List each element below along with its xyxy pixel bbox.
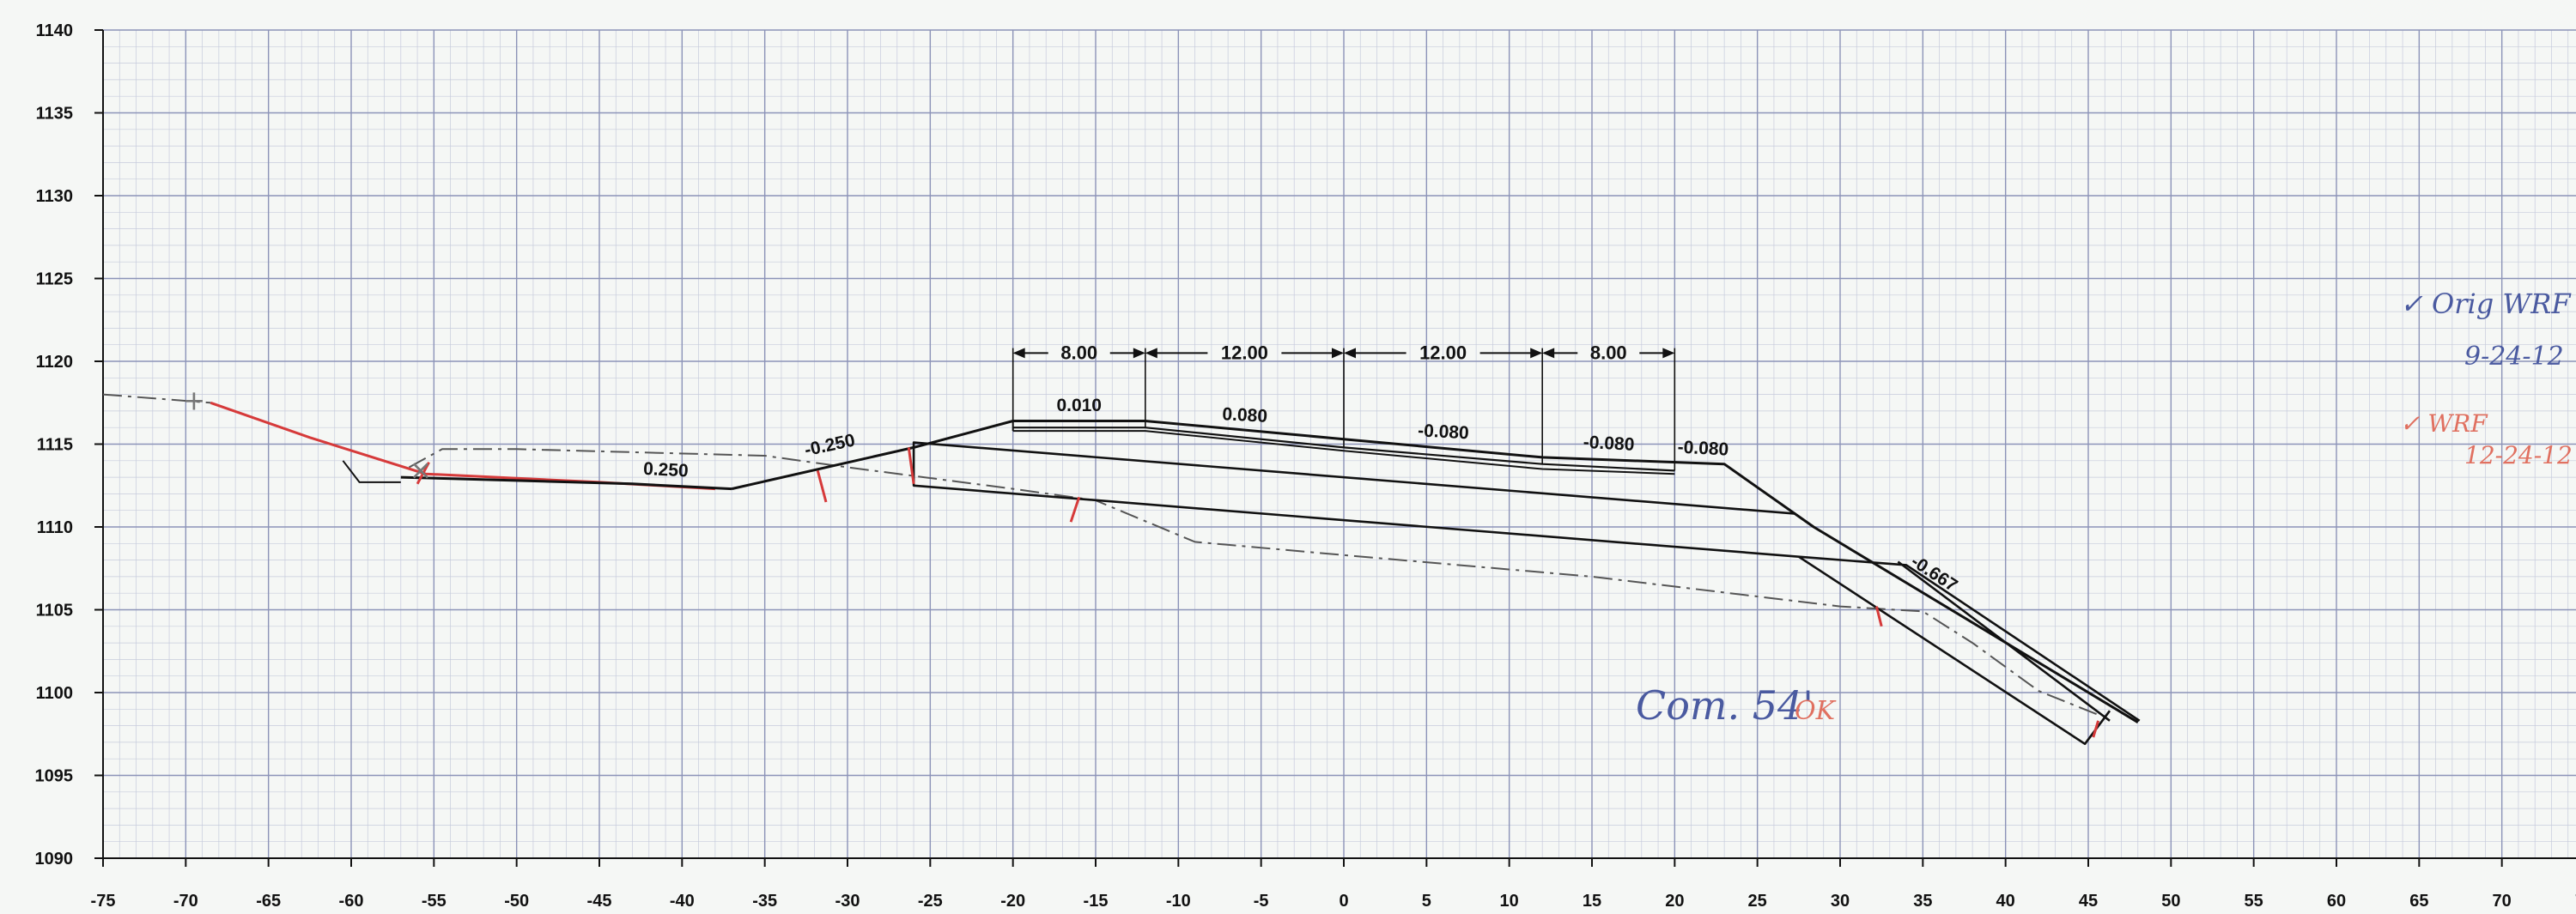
dimension-arrow <box>1542 348 1555 359</box>
x-axis-tick-label: -70 <box>173 892 198 911</box>
x-axis-tick-label: -60 <box>339 892 364 911</box>
y-axis-tick-label: 1105 <box>36 602 73 620</box>
dimension-arrow <box>1662 348 1675 359</box>
red-tick-mark <box>816 470 828 503</box>
x-axis-tick-label: -75 <box>91 892 116 911</box>
x-axis-tick-label: 5 <box>1422 892 1431 911</box>
existing-ground-lines <box>102 393 2097 716</box>
x-axis-tick-label: 35 <box>1913 892 1932 911</box>
x-axis-tick-label: 0 <box>1339 892 1348 911</box>
red-tick-mark <box>1874 606 1883 627</box>
existing-ground-line <box>102 393 211 404</box>
x-axis-tick-label: -5 <box>1254 892 1269 911</box>
x-axis-tick-label: 60 <box>2327 892 2346 911</box>
dimension-label: 12.00 <box>1419 342 1467 363</box>
x-axis-tick-label: 50 <box>2161 892 2180 911</box>
dimension-arrow <box>1344 348 1356 359</box>
station-marks: +× <box>183 384 433 486</box>
section-line-layer1 <box>912 441 1796 515</box>
x-axis-tick-label: 55 <box>2245 892 2263 911</box>
y-axis-tick-label: 1125 <box>36 270 73 289</box>
dimension-arrow <box>1012 348 1025 359</box>
dimension-label: 8.00 <box>1590 342 1627 363</box>
x-axis-tick-label: 15 <box>1583 892 1601 911</box>
y-axis-tick-label: 1135 <box>36 105 73 124</box>
x-axis-tick-label: -50 <box>504 892 529 911</box>
section-line-ditch-left-edge <box>342 460 401 483</box>
dimension-arrow <box>1332 348 1344 359</box>
x-axis-tick-label: -10 <box>1166 892 1191 911</box>
dimension-label: 8.00 <box>1060 342 1097 363</box>
x-axis-tick-label: 25 <box>1748 892 1767 911</box>
x-axis-tick-label: -20 <box>1000 892 1025 911</box>
orig-wrf-note: ✓ Orig WRF <box>2400 288 2572 320</box>
x-axis-tick-label: -35 <box>752 892 777 911</box>
slope-label: 0.080 <box>1222 404 1268 427</box>
red-tick-mark <box>1069 496 1081 523</box>
section-line-channel-inner <box>1798 555 2111 746</box>
x-axis-tick-labels: -75 -70 -65 -60 -55 -50 -45 -40 -35 -30 -25 -20 -15-… <box>91 892 2576 911</box>
slope-label: -0.080 <box>1583 433 1635 455</box>
y-axis-tick-label: 1095 <box>35 767 74 786</box>
section-lines <box>342 348 2141 746</box>
section-line-right-outer <box>1897 560 2111 722</box>
grid-major <box>102 29 2576 859</box>
x-axis-tick-label: -65 <box>256 892 281 911</box>
red-tick-mark <box>907 447 915 485</box>
x-axis-tick-label: 70 <box>2493 892 2512 911</box>
comment-note: Com. 54' <box>1636 682 1814 729</box>
section-line-surface-bottom <box>1012 430 1675 475</box>
slope-label: 0.010 <box>1056 396 1102 415</box>
x-axis-tick-label: -30 <box>835 892 860 911</box>
y-axis-tick-label: 1120 <box>36 353 73 372</box>
wrf-date: 12-24-12 <box>2464 441 2573 469</box>
dimension-arrow <box>1133 348 1145 359</box>
x-axis-tick-label: -15 <box>1084 892 1109 911</box>
red-tick-marks <box>416 447 2100 738</box>
x-axis-tick-label: 65 <box>2409 892 2428 911</box>
existing-ground-line <box>408 448 2097 716</box>
slope-label: -0.080 <box>1418 421 1470 443</box>
y-axis-tick-label: 1110 <box>37 518 73 537</box>
x-axis-tick-label: -25 <box>918 892 943 911</box>
x-axis-tick-label: 30 <box>1831 892 1850 911</box>
y-axis-tick-label: 1100 <box>36 684 73 703</box>
axes <box>94 29 2576 867</box>
orig-wrf-date: 9-24-12 <box>2464 342 2564 372</box>
x-axis-tick-label: -55 <box>422 892 447 911</box>
x-axis-tick-label: -45 <box>587 892 612 911</box>
dimension-label: 12.00 <box>1221 342 1268 363</box>
slope-label: -0.080 <box>1677 438 1729 460</box>
red-tick-mark <box>416 461 430 485</box>
y-axis-tick-label: 1130 <box>36 187 73 206</box>
x-axis-tick-label: 45 <box>2079 892 2098 911</box>
station-mark: + <box>183 384 206 416</box>
dimension-arrow <box>1145 348 1157 359</box>
y-axis-tick-labels: 1090 1095 1100 1105 1110 1115 1120 1125 1130 1135… <box>35 21 74 869</box>
y-axis-tick-label: 1140 <box>36 21 73 40</box>
x-axis-tick-label: 75 <box>2575 892 2576 911</box>
station-mark: × <box>410 453 433 486</box>
y-axis-tick-label: 1090 <box>35 850 74 869</box>
red-tick-mark <box>2092 720 2100 738</box>
x-axis-tick-label: -40 <box>670 892 695 911</box>
comment-ok-note: OK <box>1795 696 1837 726</box>
x-axis-tick-label: 40 <box>1996 892 2015 911</box>
x-axis-tick-label: 10 <box>1500 892 1519 911</box>
section-line-left-ditch <box>400 475 732 491</box>
wrf-note: ✓ WRF <box>2400 409 2488 438</box>
y-axis-tick-label: 1115 <box>37 436 73 455</box>
dimension-arrow <box>1530 348 1543 359</box>
slope-label: 0.250 <box>643 459 690 481</box>
x-axis-tick-label: 20 <box>1665 892 1684 911</box>
dimension-lines: 8.00 12.00 12.00 8.00 <box>1012 342 1675 363</box>
